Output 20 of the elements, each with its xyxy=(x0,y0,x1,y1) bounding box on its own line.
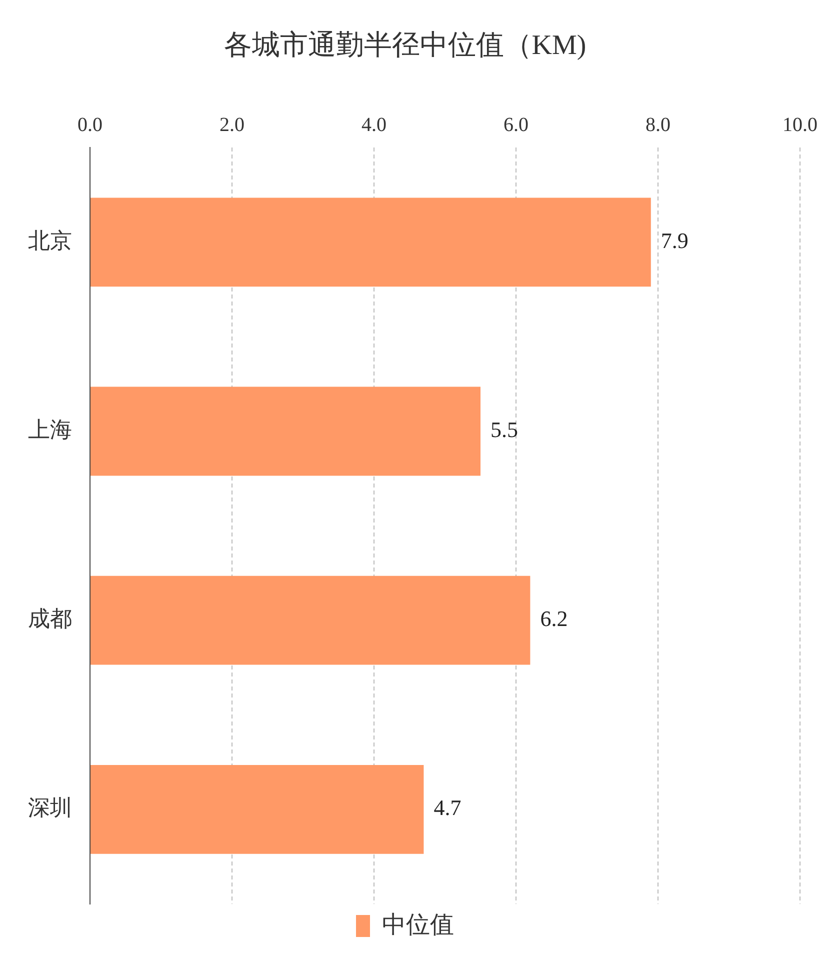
y-tick-label: 成都 xyxy=(28,606,72,632)
x-tick-label: 10.0 xyxy=(782,114,818,136)
chart-title: 各城市通勤半径中位值（KM) xyxy=(224,30,586,62)
bar xyxy=(90,198,651,287)
data-label: 4.7 xyxy=(434,795,462,820)
x-tick-label: 2.0 xyxy=(220,114,244,136)
bar xyxy=(90,386,480,476)
x-tick-label: 8.0 xyxy=(646,114,670,136)
bar xyxy=(90,576,530,665)
data-label: 5.5 xyxy=(490,417,518,442)
y-tick-label: 深圳 xyxy=(28,795,72,820)
y-tick-label: 北京 xyxy=(28,228,72,253)
data-label: 6.2 xyxy=(540,606,568,632)
x-tick-label: 0.0 xyxy=(78,114,102,136)
x-tick-label: 6.0 xyxy=(504,114,528,136)
legend-label: 中位值 xyxy=(382,912,454,938)
bar xyxy=(90,765,424,854)
y-tick-label: 上海 xyxy=(28,417,72,442)
x-tick-label: 4.0 xyxy=(362,114,386,136)
data-label: 7.9 xyxy=(660,228,688,253)
